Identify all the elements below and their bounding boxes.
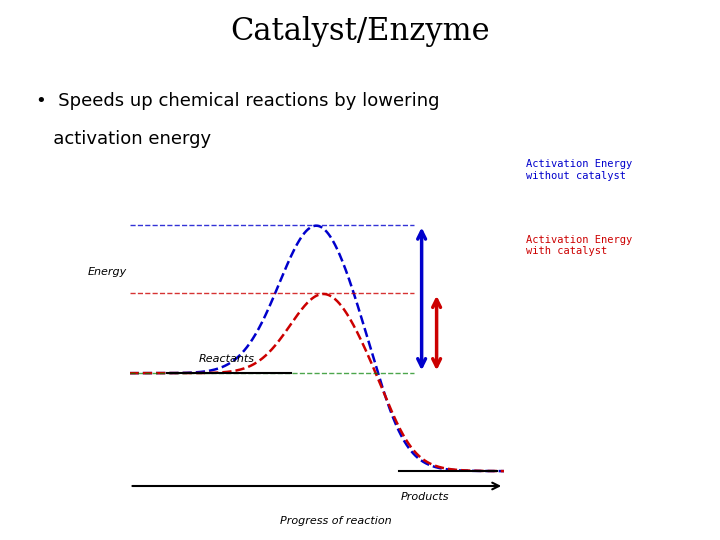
Text: Reactants: Reactants — [199, 354, 255, 364]
Text: Catalyst/Enzyme: Catalyst/Enzyme — [230, 16, 490, 47]
Text: Activation Energy
without catalyst: Activation Energy without catalyst — [526, 159, 632, 181]
Text: Progress of reaction: Progress of reaction — [279, 516, 392, 526]
Text: Activation Energy
with catalyst: Activation Energy with catalyst — [526, 235, 632, 256]
Text: Energy: Energy — [88, 267, 127, 277]
Text: activation energy: activation energy — [36, 130, 211, 147]
Text: •  Speeds up chemical reactions by lowering: • Speeds up chemical reactions by loweri… — [36, 92, 439, 110]
Text: Products: Products — [401, 492, 449, 502]
